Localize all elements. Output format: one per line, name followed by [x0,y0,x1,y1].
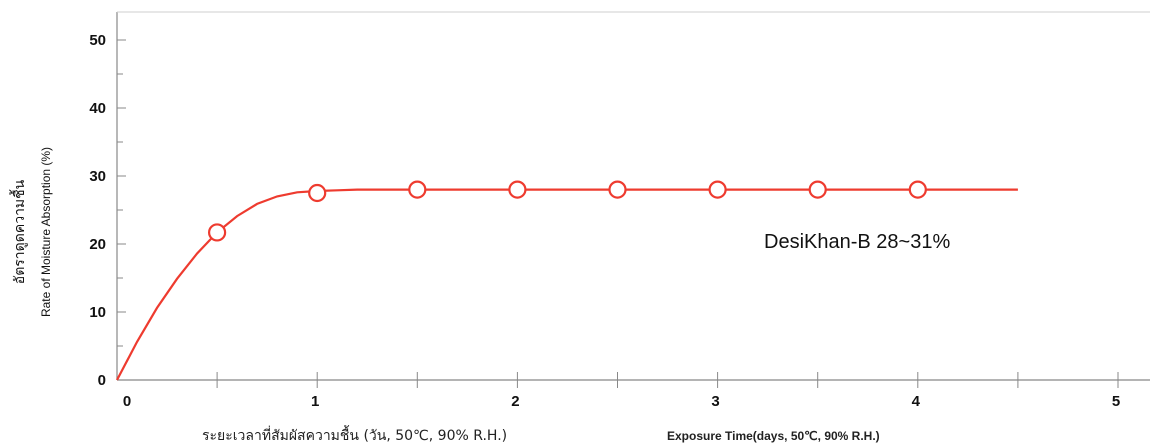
x-axis-title-th: ระยะเวลาที่สัมผัสความชื้น (วัน, 50℃, 90%… [202,425,507,444]
x-tick-label: 5 [1112,393,1120,410]
y-tick-label: 10 [89,304,106,321]
data-point-marker [708,180,727,199]
x-axis-title-en: Exposure Time(days, 50℃, 90% R.H.) [667,429,880,443]
data-point-marker [908,180,927,199]
x-axis-ticks: 0 1 2 3 4 5 [123,372,1120,410]
data-point-marker [608,180,627,199]
series-markers [208,180,927,242]
x-tick-label: 0 [123,393,131,410]
x-tick-label: 1 [311,393,319,410]
y-tick-label: 20 [89,236,106,253]
x-tick-label: 3 [711,393,719,410]
data-point-marker [208,223,227,242]
y-tick-label: 50 [89,32,106,49]
y-axis-title-th: อัตราดูดความชื้น [9,179,28,284]
y-axis-ticks: 0 10 20 30 40 50 [89,32,126,389]
data-point-marker [508,180,527,199]
y-axis-title-en-group: Rate of Moisture Absorption (%) [39,147,53,317]
x-tick-label: 2 [511,393,519,410]
y-axis-title-en: Rate of Moisture Absorption (%) [39,147,53,317]
data-point-marker [808,180,827,199]
y-tick-label: 40 [89,100,106,117]
annotation-label: DesiKhan-B 28~31% [764,231,950,253]
y-axis-title-th-group: อัตราดูดความชื้น [9,179,28,284]
x-tick-label: 4 [912,393,921,410]
y-tick-label: 30 [89,168,106,185]
data-point-marker [408,180,427,199]
data-point-marker [308,183,327,203]
y-tick-label: 0 [98,372,106,389]
series-line-desikhan-b [116,188,1018,381]
